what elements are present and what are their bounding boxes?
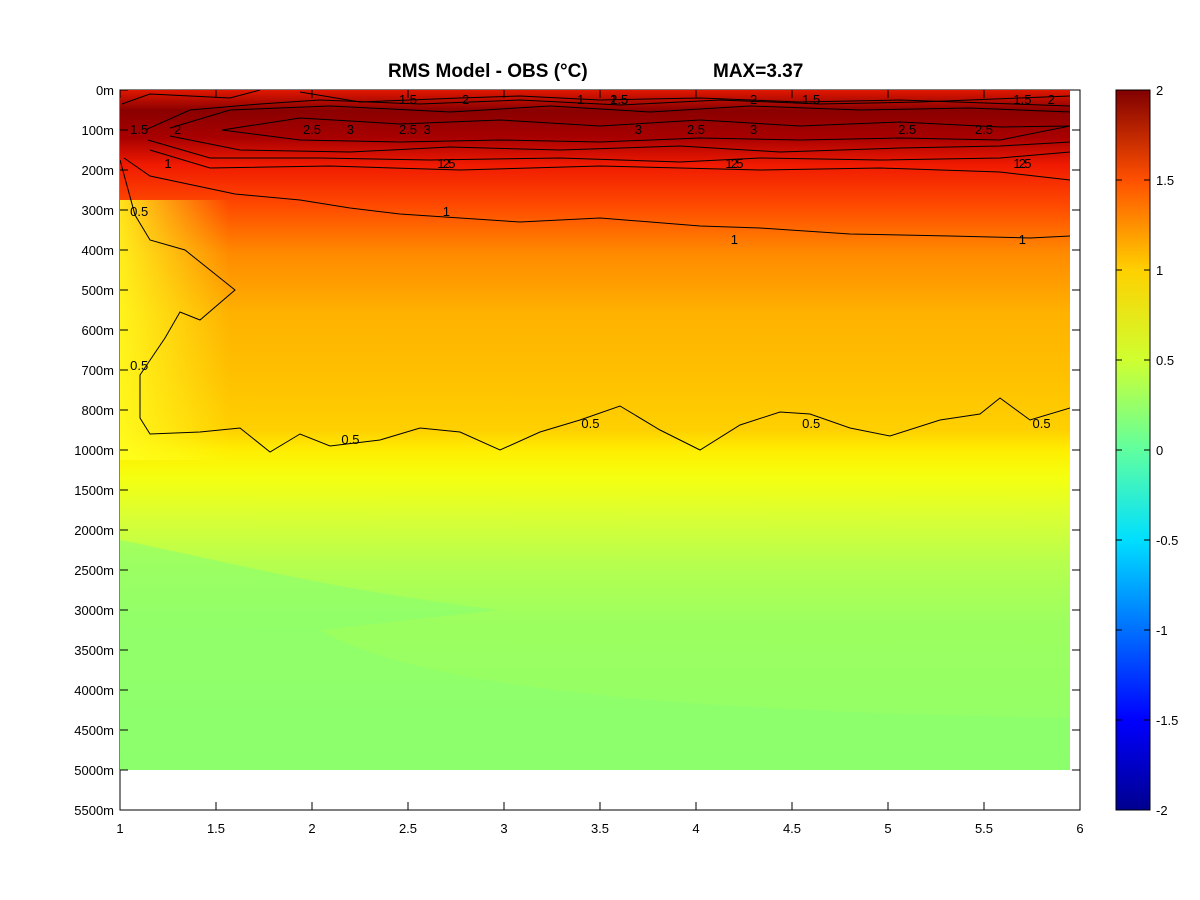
colorbar-tick-label: 0.5 [1156,353,1174,368]
colorbar-tick-label: 1 [1156,263,1163,278]
contour-line-1 [123,157,1070,239]
colorbar-tick-label: -2 [1156,803,1168,818]
y-tick-label: 3000m [74,603,114,618]
contour-label: 2.5 [687,122,705,137]
x-axis: 1 1.5 2 2.5 3 3.5 4 4.5 5 5.5 6 [116,90,1084,836]
contour-label: 1.5 [1013,92,1031,107]
contour-label: 0.5 [130,358,148,373]
y-tick-label: 4500m [74,723,114,738]
contour-label: 2 [443,156,450,171]
contour-label: 0.5 [581,416,599,431]
contour-label: 1.5 [610,92,628,107]
colorbar: 2 1.5 1 0.5 0 -0.5 -1 -1.5 -2 [1115,83,1178,818]
contour-line-2-5 [169,105,1070,153]
colorbar-tick-label: -1 [1156,623,1168,638]
y-tick-label: 600m [81,323,114,338]
contour-label: 2 [1019,156,1026,171]
contour-label: 3 [750,122,757,137]
x-tick-label: 3.5 [591,821,609,836]
contour-label: 2.5 [399,122,417,137]
plot-area [119,89,1081,811]
contour-label: 0.5 [130,204,148,219]
max-annotation: MAX=3.37 [713,61,803,82]
contour-label: 1 [443,204,450,219]
colorbar-tick-label: -0.5 [1156,533,1178,548]
contour-label: 1.5 [130,122,148,137]
colorbar-tick-label: 2 [1156,83,1163,98]
contour-label: 2.5 [975,122,993,137]
contour-label: 1.5 [437,156,455,171]
contour-label: 3 [347,122,354,137]
contour-label: 0.5 [341,432,359,447]
y-tick-label: 300m [81,203,114,218]
contour-label: 2 [462,92,469,107]
y-tick-label: 2500m [74,563,114,578]
contour-line-1-5 [121,90,1070,181]
contour-label: 1.5 [399,92,417,107]
x-tick-label: 2 [308,821,315,836]
y-tick-label: 5500m [74,803,114,818]
y-tick-label: 4000m [74,683,114,698]
contour-label: 1 [731,232,738,247]
y-axis: 0m 100m 200m 300m 400m 500m 600m 700m 800m 1000m 1… [74,83,1080,818]
x-tick-label: 1 [116,821,123,836]
y-tick-label: 500m [81,283,114,298]
contour-label: 1.5 [1013,156,1031,171]
y-tick-label: 5000m [74,763,114,778]
contour-label: 2.5 [303,122,321,137]
contour-label: 1.5 [802,92,820,107]
y-tick-label: 2000m [74,523,114,538]
contour-label: 2.5 [610,92,628,107]
contour-label: 3 [424,122,431,137]
contour-labels: 1.5 2 1 1.5 1.5 1.522.5 21.5 2 2.5 3 3 3 3 2.52.5 2.5 2… [130,92,1055,447]
colorbar-ticks: 2 1.5 1 0.5 0 -0.5 -1 -1.5 -2 [1116,83,1178,818]
y-tick-label: 400m [81,243,114,258]
x-tick-label: 4.5 [783,821,801,836]
y-tick-label: 100m [81,123,114,138]
chart-title: RMS Model - OBS (°C) [388,61,588,82]
contour-label: 0.5 [802,416,820,431]
contour-label: 2 [1048,92,1055,107]
x-tick-label: 3 [500,821,507,836]
deep-contour-shadow [120,540,1070,770]
colorbar-tick-label: 1.5 [1156,173,1174,188]
colorbar-tick-label: -1.5 [1156,713,1178,728]
contour-label: 3 [635,122,642,137]
contour-line-0-5 [120,159,1070,453]
contour-label: 1.5 [725,156,743,171]
y-tick-label: 3500m [74,643,114,658]
x-tick-label: 5.5 [975,821,993,836]
x-tick-label: 2.5 [399,821,417,836]
contour-line-2 [144,95,1070,163]
y-tick-label: 1500m [74,483,114,498]
contour-line-3 [221,117,1070,143]
contour-label: 2 [731,156,738,171]
y-tick-label: 700m [81,363,114,378]
contour-label: 2 [174,122,181,137]
contour-label: 0.5 [1033,416,1051,431]
y-tick-label: 200m [81,163,114,178]
y-tick-label: 800m [81,403,114,418]
left-edge-low-band [120,200,230,460]
x-tick-label: 6 [1076,821,1083,836]
contour-label: 1 [164,156,171,171]
contour-label: 2.5 [898,122,916,137]
contour-label: 1 [577,92,584,107]
contour-label: 1 [1019,232,1026,247]
y-tick-label: 1000m [74,443,114,458]
x-tick-label: 4 [692,821,699,836]
contour-label: 2 [750,92,757,107]
y-tick-label: 0m [96,83,114,98]
x-tick-label: 5 [884,821,891,836]
x-tick-label: 1.5 [207,821,225,836]
colorbar-tick-label: 0 [1156,443,1163,458]
